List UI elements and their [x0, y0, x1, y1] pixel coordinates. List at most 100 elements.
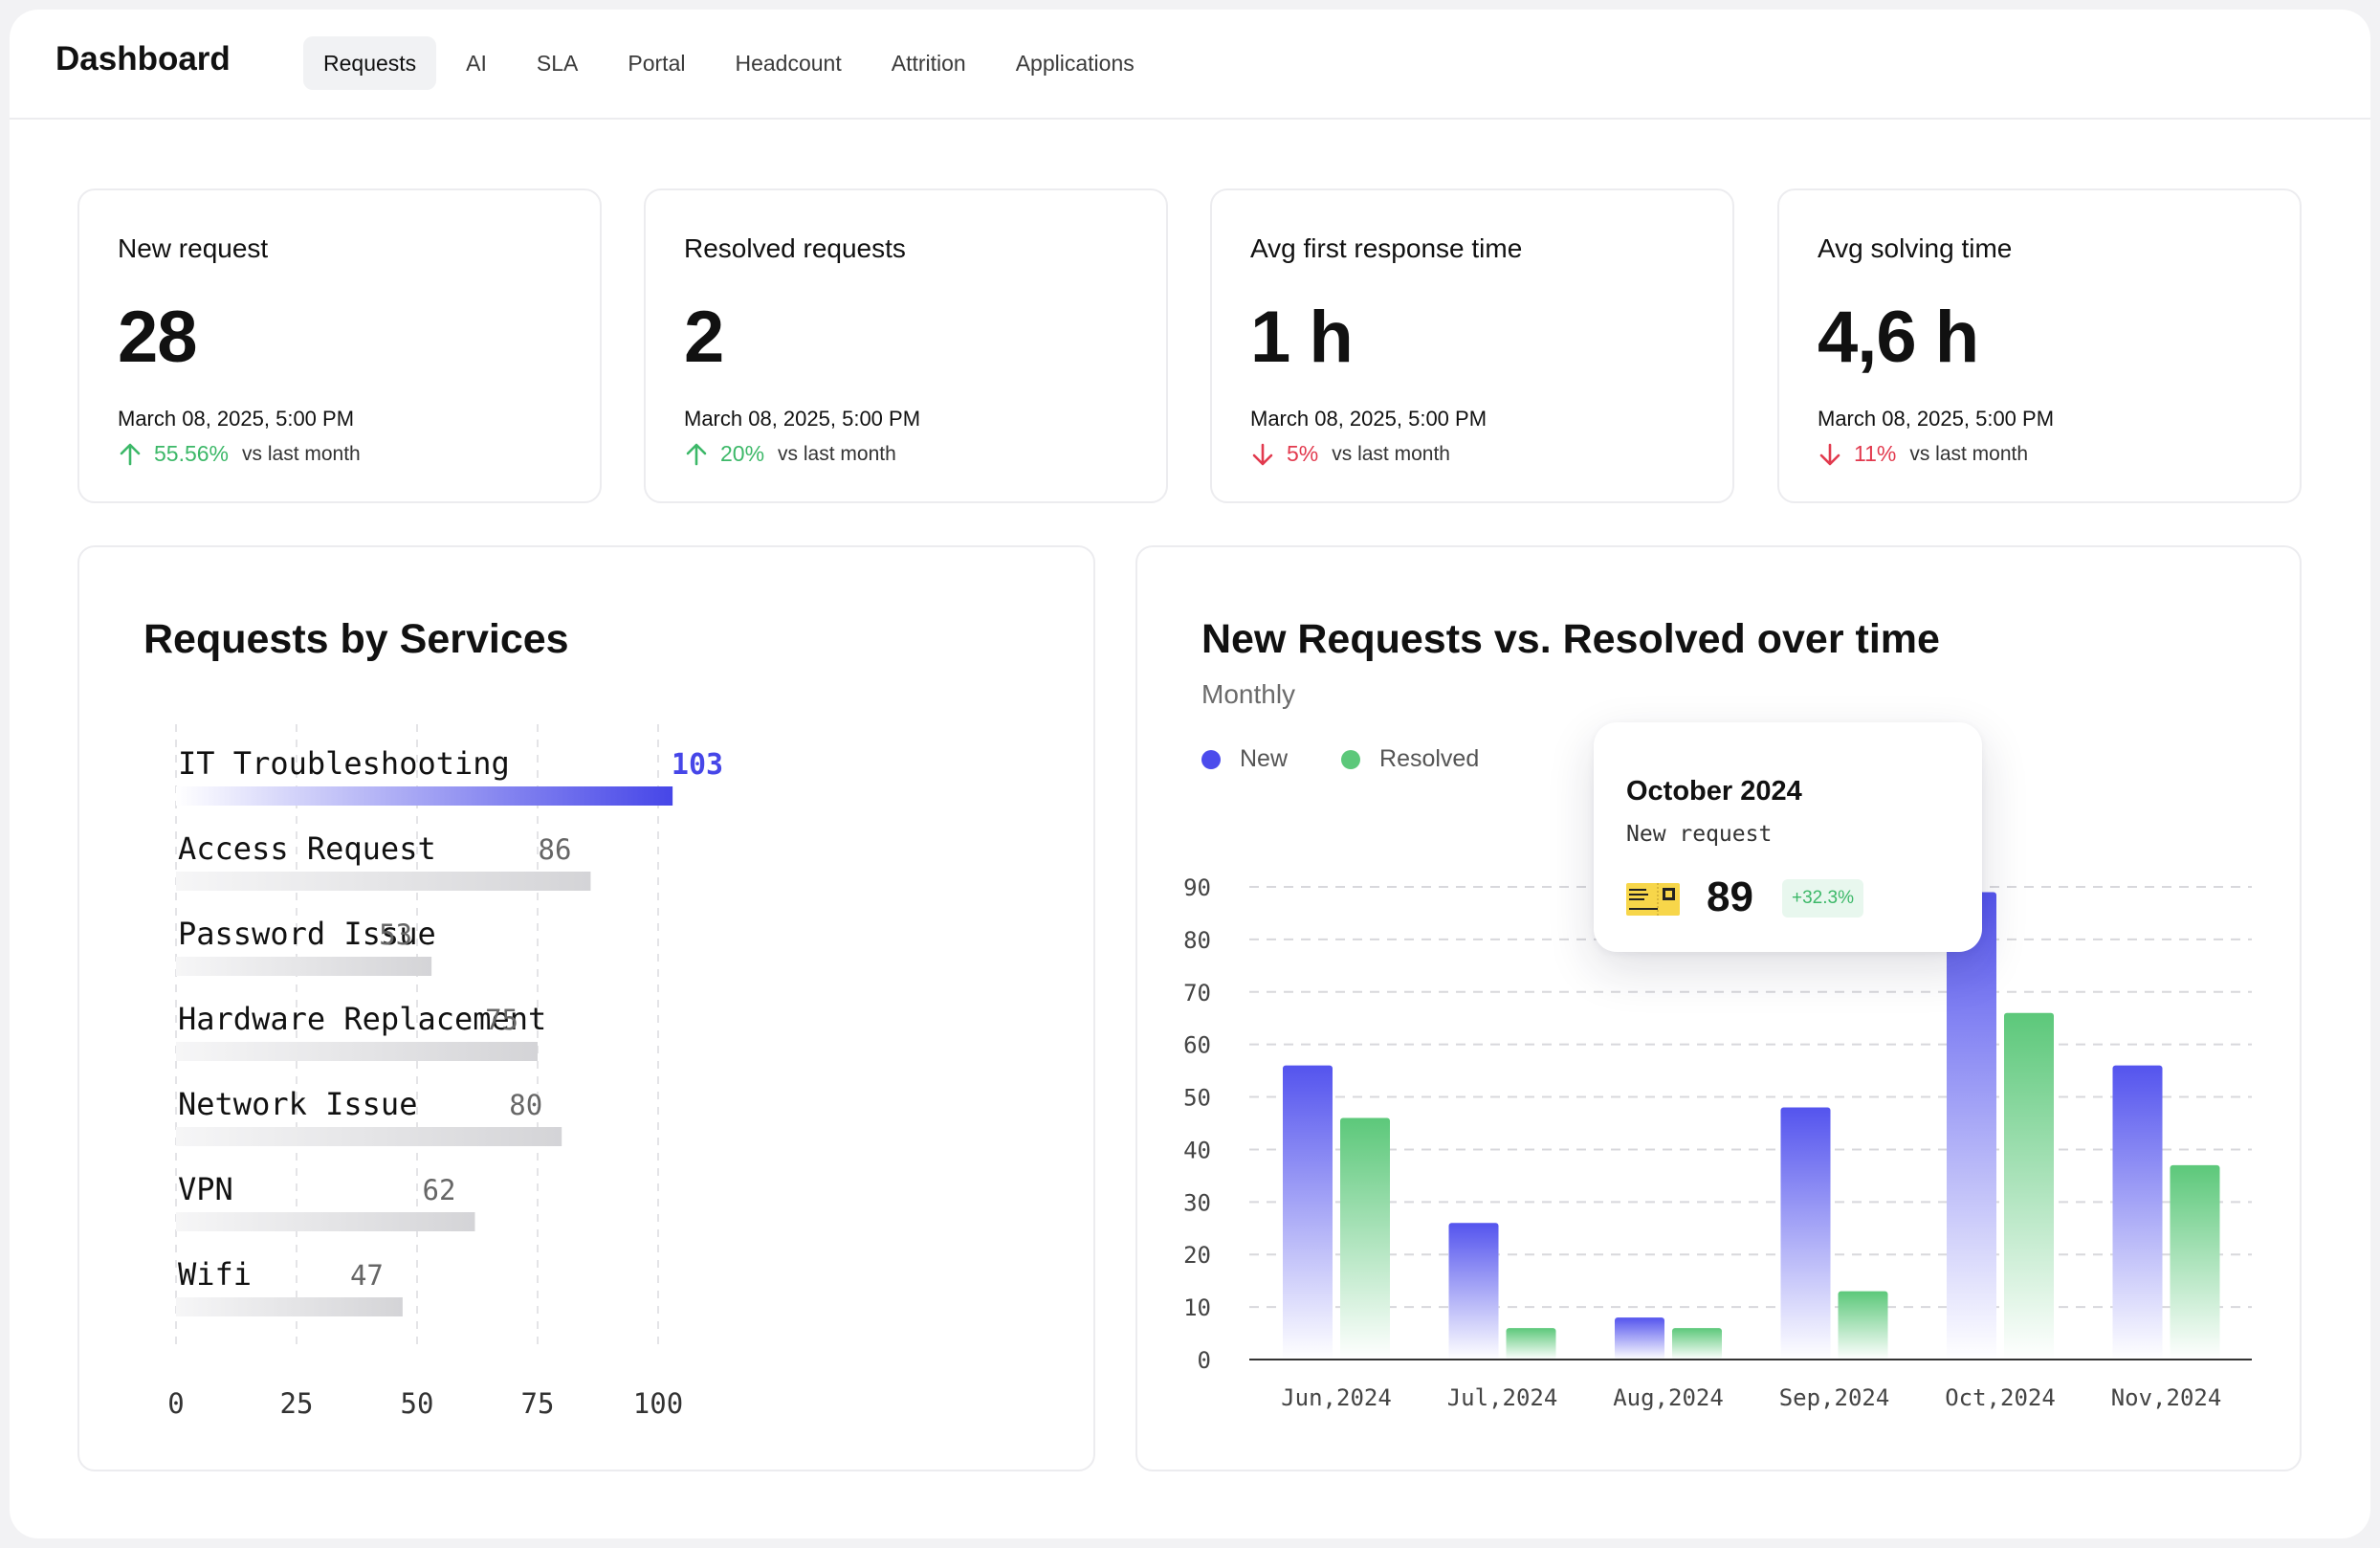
- kpi-compare-label: vs last month: [1332, 442, 1450, 465]
- bar-resolved[interactable]: [1506, 1328, 1556, 1360]
- tab-applications[interactable]: Applications: [1015, 51, 1135, 76]
- tooltip-title: October 2024: [1626, 776, 1802, 807]
- legend-dot-new: [1201, 749, 1221, 769]
- category-label: Hardware Replacement: [178, 1001, 546, 1037]
- tab-attrition[interactable]: Attrition: [891, 51, 966, 76]
- bar-resolved[interactable]: [1838, 1291, 1888, 1360]
- kpi-card-avg-solving-time: Avg solving time 4,6 h March 08, 2025, 5…: [1777, 188, 2302, 503]
- kpi-compare-label: vs last month: [1909, 442, 2029, 465]
- bar-resolved[interactable]: [1672, 1328, 1722, 1360]
- timeline-chart-subtitle: Monthly: [1201, 679, 1296, 709]
- timeline-bar-chart: 0 10 20 30 40 50 60 70 80 90 Jun,2024 Jul,2024 Aug,2…: [1183, 874, 2252, 1411]
- legend-label-new: New: [1240, 745, 1289, 772]
- kpi-date: March 08, 2025, 5:00 PM: [1818, 407, 2055, 431]
- tooltip-value: 89: [1707, 874, 1753, 920]
- service-bar[interactable]: [176, 786, 673, 806]
- category-label: Wifi: [178, 1256, 252, 1293]
- kpi-compare-label: vs last month: [778, 442, 896, 465]
- kpi-change-percent: 5%: [1287, 441, 1319, 466]
- kpi-value: 28: [118, 297, 198, 378]
- data-label: 103: [672, 748, 723, 782]
- requests-over-time-panel: New Requests vs. Resolved over time Mont…: [1135, 545, 2302, 1471]
- tab-ai[interactable]: AI: [466, 51, 487, 76]
- tooltip-label: New request: [1626, 822, 1773, 847]
- bar-new[interactable]: [1780, 1107, 1831, 1360]
- service-bar[interactable]: [176, 1297, 403, 1316]
- kpi-value: 2: [684, 297, 724, 378]
- category-label: Access Request: [178, 830, 436, 867]
- bar-new[interactable]: [1615, 1317, 1664, 1360]
- kpi-change: 55.56% vs last month: [118, 441, 361, 467]
- bar-resolved[interactable]: [2170, 1164, 2220, 1360]
- x-tick-label: 25: [280, 1387, 314, 1420]
- tab-headcount[interactable]: Headcount: [735, 51, 842, 76]
- x-tick-label: Oct,2024: [1945, 1384, 2056, 1411]
- service-bar[interactable]: [176, 957, 432, 976]
- kpi-change-percent: 55.56%: [154, 441, 230, 466]
- arrow-down-icon: [1252, 443, 1273, 465]
- tab-requests[interactable]: Requests: [303, 36, 437, 90]
- service-bar[interactable]: [176, 1212, 475, 1231]
- category-label: IT Troubleshooting: [178, 745, 510, 782]
- service-bar[interactable]: [176, 872, 591, 891]
- data-label: 86: [539, 833, 572, 866]
- data-label: 75: [485, 1004, 518, 1036]
- bar-resolved[interactable]: [1340, 1117, 1390, 1360]
- kpi-title: New request: [118, 233, 269, 263]
- kpi-compare-label: vs last month: [242, 442, 361, 465]
- arrow-down-icon: [1819, 443, 1840, 465]
- tab-portal[interactable]: Portal: [628, 51, 686, 76]
- kpi-date: March 08, 2025, 5:00 PM: [1250, 407, 1488, 431]
- kpi-value: 4,6 h: [1818, 297, 1979, 378]
- bar-new[interactable]: [1448, 1223, 1499, 1360]
- y-tick-label: 40: [1183, 1137, 1211, 1163]
- arrow-up-icon: [120, 443, 141, 465]
- y-tick-label: 50: [1183, 1085, 1211, 1112]
- data-label: 80: [509, 1089, 542, 1121]
- tab-sla[interactable]: SLA: [536, 51, 579, 76]
- category-label: VPN: [178, 1171, 233, 1207]
- y-tick-label: 60: [1183, 1032, 1211, 1059]
- kpi-change-percent: 11%: [1854, 441, 1897, 466]
- y-tick-label: 30: [1183, 1189, 1211, 1216]
- category-label: Password Issue: [178, 916, 436, 952]
- service-bar[interactable]: [176, 1127, 562, 1146]
- services-chart-title: Requests by Services: [143, 616, 569, 662]
- x-tick-label: 50: [401, 1387, 434, 1420]
- legend-item-resolved[interactable]: Resolved: [1341, 745, 1479, 773]
- bar-resolved[interactable]: [2004, 1012, 2054, 1360]
- app-window: Dashboard Requests AI SLA Portal Headcou…: [10, 10, 2370, 1538]
- y-tick-label: 20: [1183, 1242, 1211, 1269]
- x-tick-label: 75: [521, 1387, 555, 1420]
- y-tick-label: 90: [1183, 874, 1211, 901]
- tab-bar: Requests AI SLA Portal Headcount Attriti…: [303, 36, 1155, 90]
- kpi-card-avg-first-response: Avg first response time 1 h March 08, 20…: [1210, 188, 1734, 503]
- kpi-change: 20% vs last month: [684, 441, 896, 467]
- bar-new[interactable]: [1947, 892, 1996, 1360]
- kpi-change: 5% vs last month: [1250, 441, 1450, 467]
- y-tick-label: 0: [1198, 1347, 1211, 1374]
- legend-item-new[interactable]: New: [1201, 745, 1288, 773]
- kpi-value: 1 h: [1250, 297, 1354, 378]
- kpi-title: Avg solving time: [1818, 233, 2013, 263]
- app-title: Dashboard: [55, 40, 231, 77]
- x-tick-label: Jun,2024: [1281, 1384, 1392, 1411]
- timeline-chart-title: New Requests vs. Resolved over time: [1201, 616, 1940, 662]
- x-tick-label: Aug,2024: [1613, 1384, 1724, 1411]
- legend-dot-resolved: [1341, 749, 1361, 769]
- tooltip-change-badge: +32.3%: [1782, 879, 1863, 918]
- x-tick-label: Jul,2024: [1447, 1384, 1558, 1411]
- arrow-up-icon: [686, 443, 707, 465]
- requests-by-services-panel: Requests by Services 0 25 50 75 100 IT Troubl…: [77, 545, 1095, 1471]
- bar-new[interactable]: [1283, 1065, 1333, 1360]
- kpi-change-percent: 20%: [720, 441, 765, 466]
- x-tick-label: Nov,2024: [2111, 1384, 2222, 1411]
- x-tick-label: 0: [167, 1387, 184, 1420]
- kpi-date: March 08, 2025, 5:00 PM: [684, 407, 921, 431]
- kpi-title: Avg first response time: [1250, 233, 1523, 263]
- bar-new[interactable]: [2112, 1065, 2163, 1360]
- kpi-card-resolved-requests: Resolved requests 2 March 08, 2025, 5:00…: [644, 188, 1168, 503]
- y-tick-label: 70: [1183, 980, 1211, 1006]
- kpi-change: 11% vs last month: [1818, 441, 2028, 467]
- service-bar[interactable]: [176, 1042, 538, 1061]
